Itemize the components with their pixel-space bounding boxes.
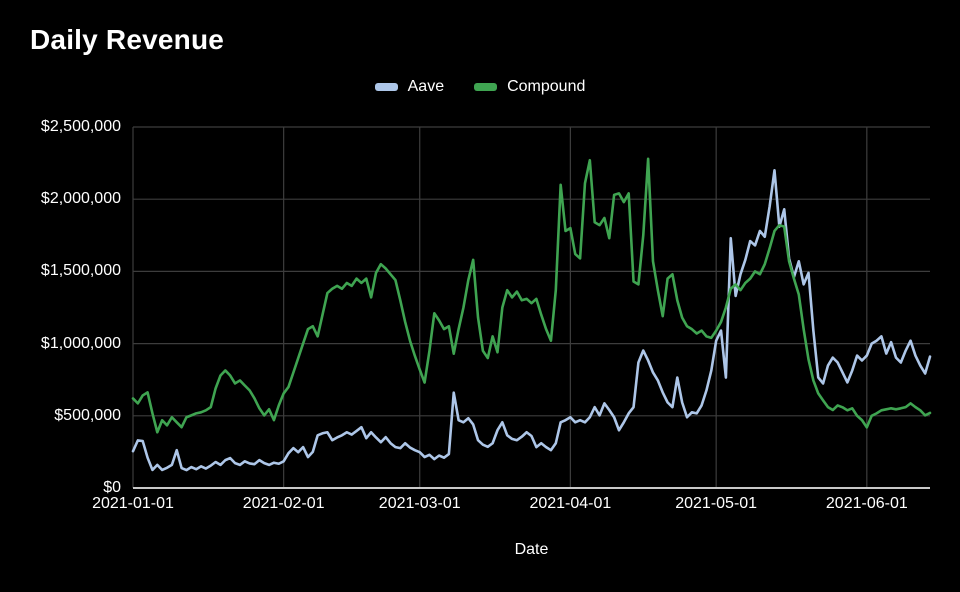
y-tick-label: $2,500,000 bbox=[40, 118, 121, 135]
y-tick-label: $2,000,000 bbox=[40, 190, 121, 208]
legend: Aave Compound bbox=[0, 78, 960, 96]
aave-swatch-icon bbox=[374, 83, 398, 91]
y-tick-label: $500,000 bbox=[54, 406, 121, 424]
x-axis-title: Date bbox=[514, 541, 549, 558]
y-tick-label: $1,500,000 bbox=[40, 262, 121, 280]
aave-legend-label: Aave bbox=[407, 78, 445, 95]
x-tick-label: 2021-01-01 bbox=[92, 495, 174, 512]
chart-title: Daily Revenue bbox=[30, 24, 225, 55]
x-tick-label: 2021-05-01 bbox=[675, 495, 758, 512]
compound-legend-label: Compound bbox=[507, 78, 586, 95]
daily-revenue-line-chart bbox=[131, 126, 932, 489]
legend-item-compound[interactable]: Compound bbox=[474, 78, 585, 96]
y-tick-label: $0 bbox=[103, 479, 121, 496]
legend-item-aave[interactable]: Aave bbox=[374, 78, 445, 96]
series-aave-line bbox=[131, 169, 932, 472]
compound-swatch-icon bbox=[474, 83, 498, 91]
series-compound-line bbox=[131, 157, 932, 434]
x-tick-label: 2021-06-01 bbox=[825, 495, 908, 512]
x-tick-label: 2021-03-01 bbox=[378, 495, 461, 512]
x-tick-label: 2021-02-01 bbox=[242, 495, 325, 512]
x-tick-label: 2021-04-01 bbox=[529, 495, 612, 512]
y-tick-label: $1,000,000 bbox=[40, 334, 121, 352]
